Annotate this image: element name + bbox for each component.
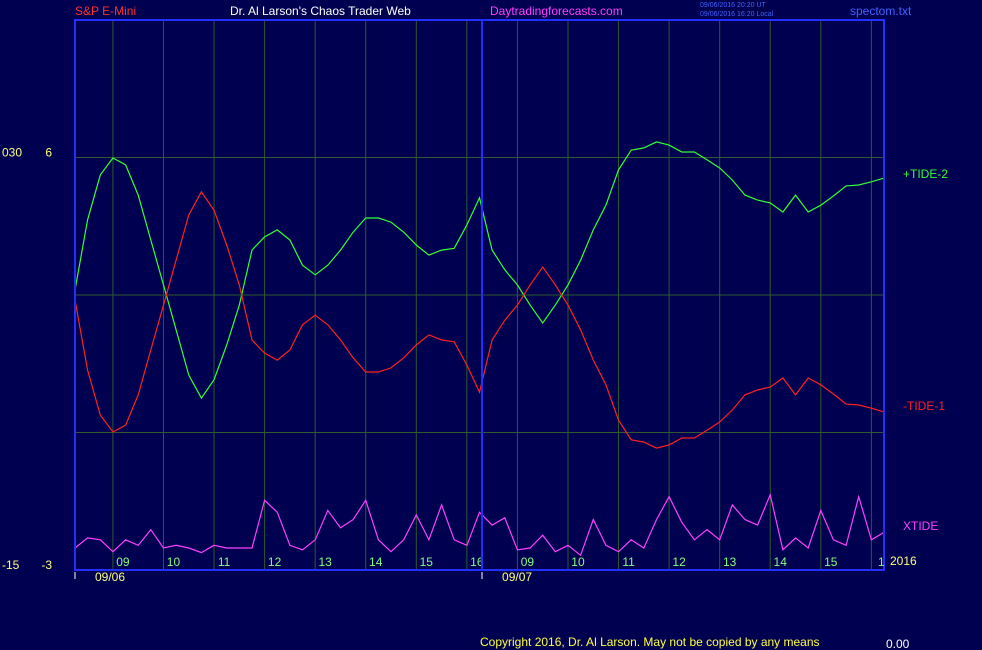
x-tick-label: 15 — [420, 555, 434, 569]
symbol: S&P E-Mini — [75, 4, 136, 18]
y2-tick-label: 030 — [2, 146, 22, 160]
plot-border — [74, 19, 885, 571]
y2-tick-label: -15 — [2, 558, 20, 572]
legend-label: -TIDE-1 — [903, 399, 945, 413]
day-label: 09/06 — [95, 570, 125, 584]
x-tick-label: 11 — [218, 555, 231, 569]
lines — [74, 141, 885, 557]
x-tick-label: 12 — [672, 555, 686, 569]
timestamp: 09/06/2016 20:20 UT — [700, 2, 766, 9]
x-tick-label: 14 — [369, 555, 383, 569]
x-tick-label: 15 — [824, 555, 838, 569]
x-tick-label: 1 — [878, 555, 885, 569]
x-tick-label: 14 — [774, 555, 788, 569]
file-name: spectom.txt — [850, 4, 912, 18]
x-tick-label: 09 — [521, 555, 535, 569]
x-tick-label: 12 — [268, 555, 282, 569]
x-tick-label: 16 — [470, 555, 484, 569]
grid — [75, 20, 884, 570]
chart-title: Dr. Al Larson's Chaos Trader Web — [230, 4, 411, 18]
legend-label: XTIDE — [903, 519, 938, 533]
x-tick-label: 10 — [167, 555, 181, 569]
day-label: 09/07 — [502, 570, 532, 584]
x-tick-label: 11 — [622, 555, 635, 569]
x-tick-label: 13 — [318, 555, 332, 569]
series-line — [74, 190, 885, 449]
y-tick-label: -3 — [41, 558, 52, 572]
year-label: 2016 — [890, 554, 917, 568]
x-tick-label: 09 — [116, 555, 130, 569]
y-tick-label: 6 — [45, 146, 52, 160]
timestamp: 09/06/2016 16:20 Local — [700, 11, 774, 18]
x-tick-label: 13 — [723, 555, 737, 569]
site: Daytradingforecasts.com — [490, 4, 623, 18]
legend-label: +TIDE-2 — [903, 167, 948, 181]
series-line — [74, 141, 885, 400]
series-line — [74, 492, 885, 557]
copyright: Copyright 2016, Dr. Al Larson. May not b… — [480, 635, 820, 649]
x-tick-label: 10 — [571, 555, 585, 569]
footer-value: 0.00 — [886, 637, 910, 650]
